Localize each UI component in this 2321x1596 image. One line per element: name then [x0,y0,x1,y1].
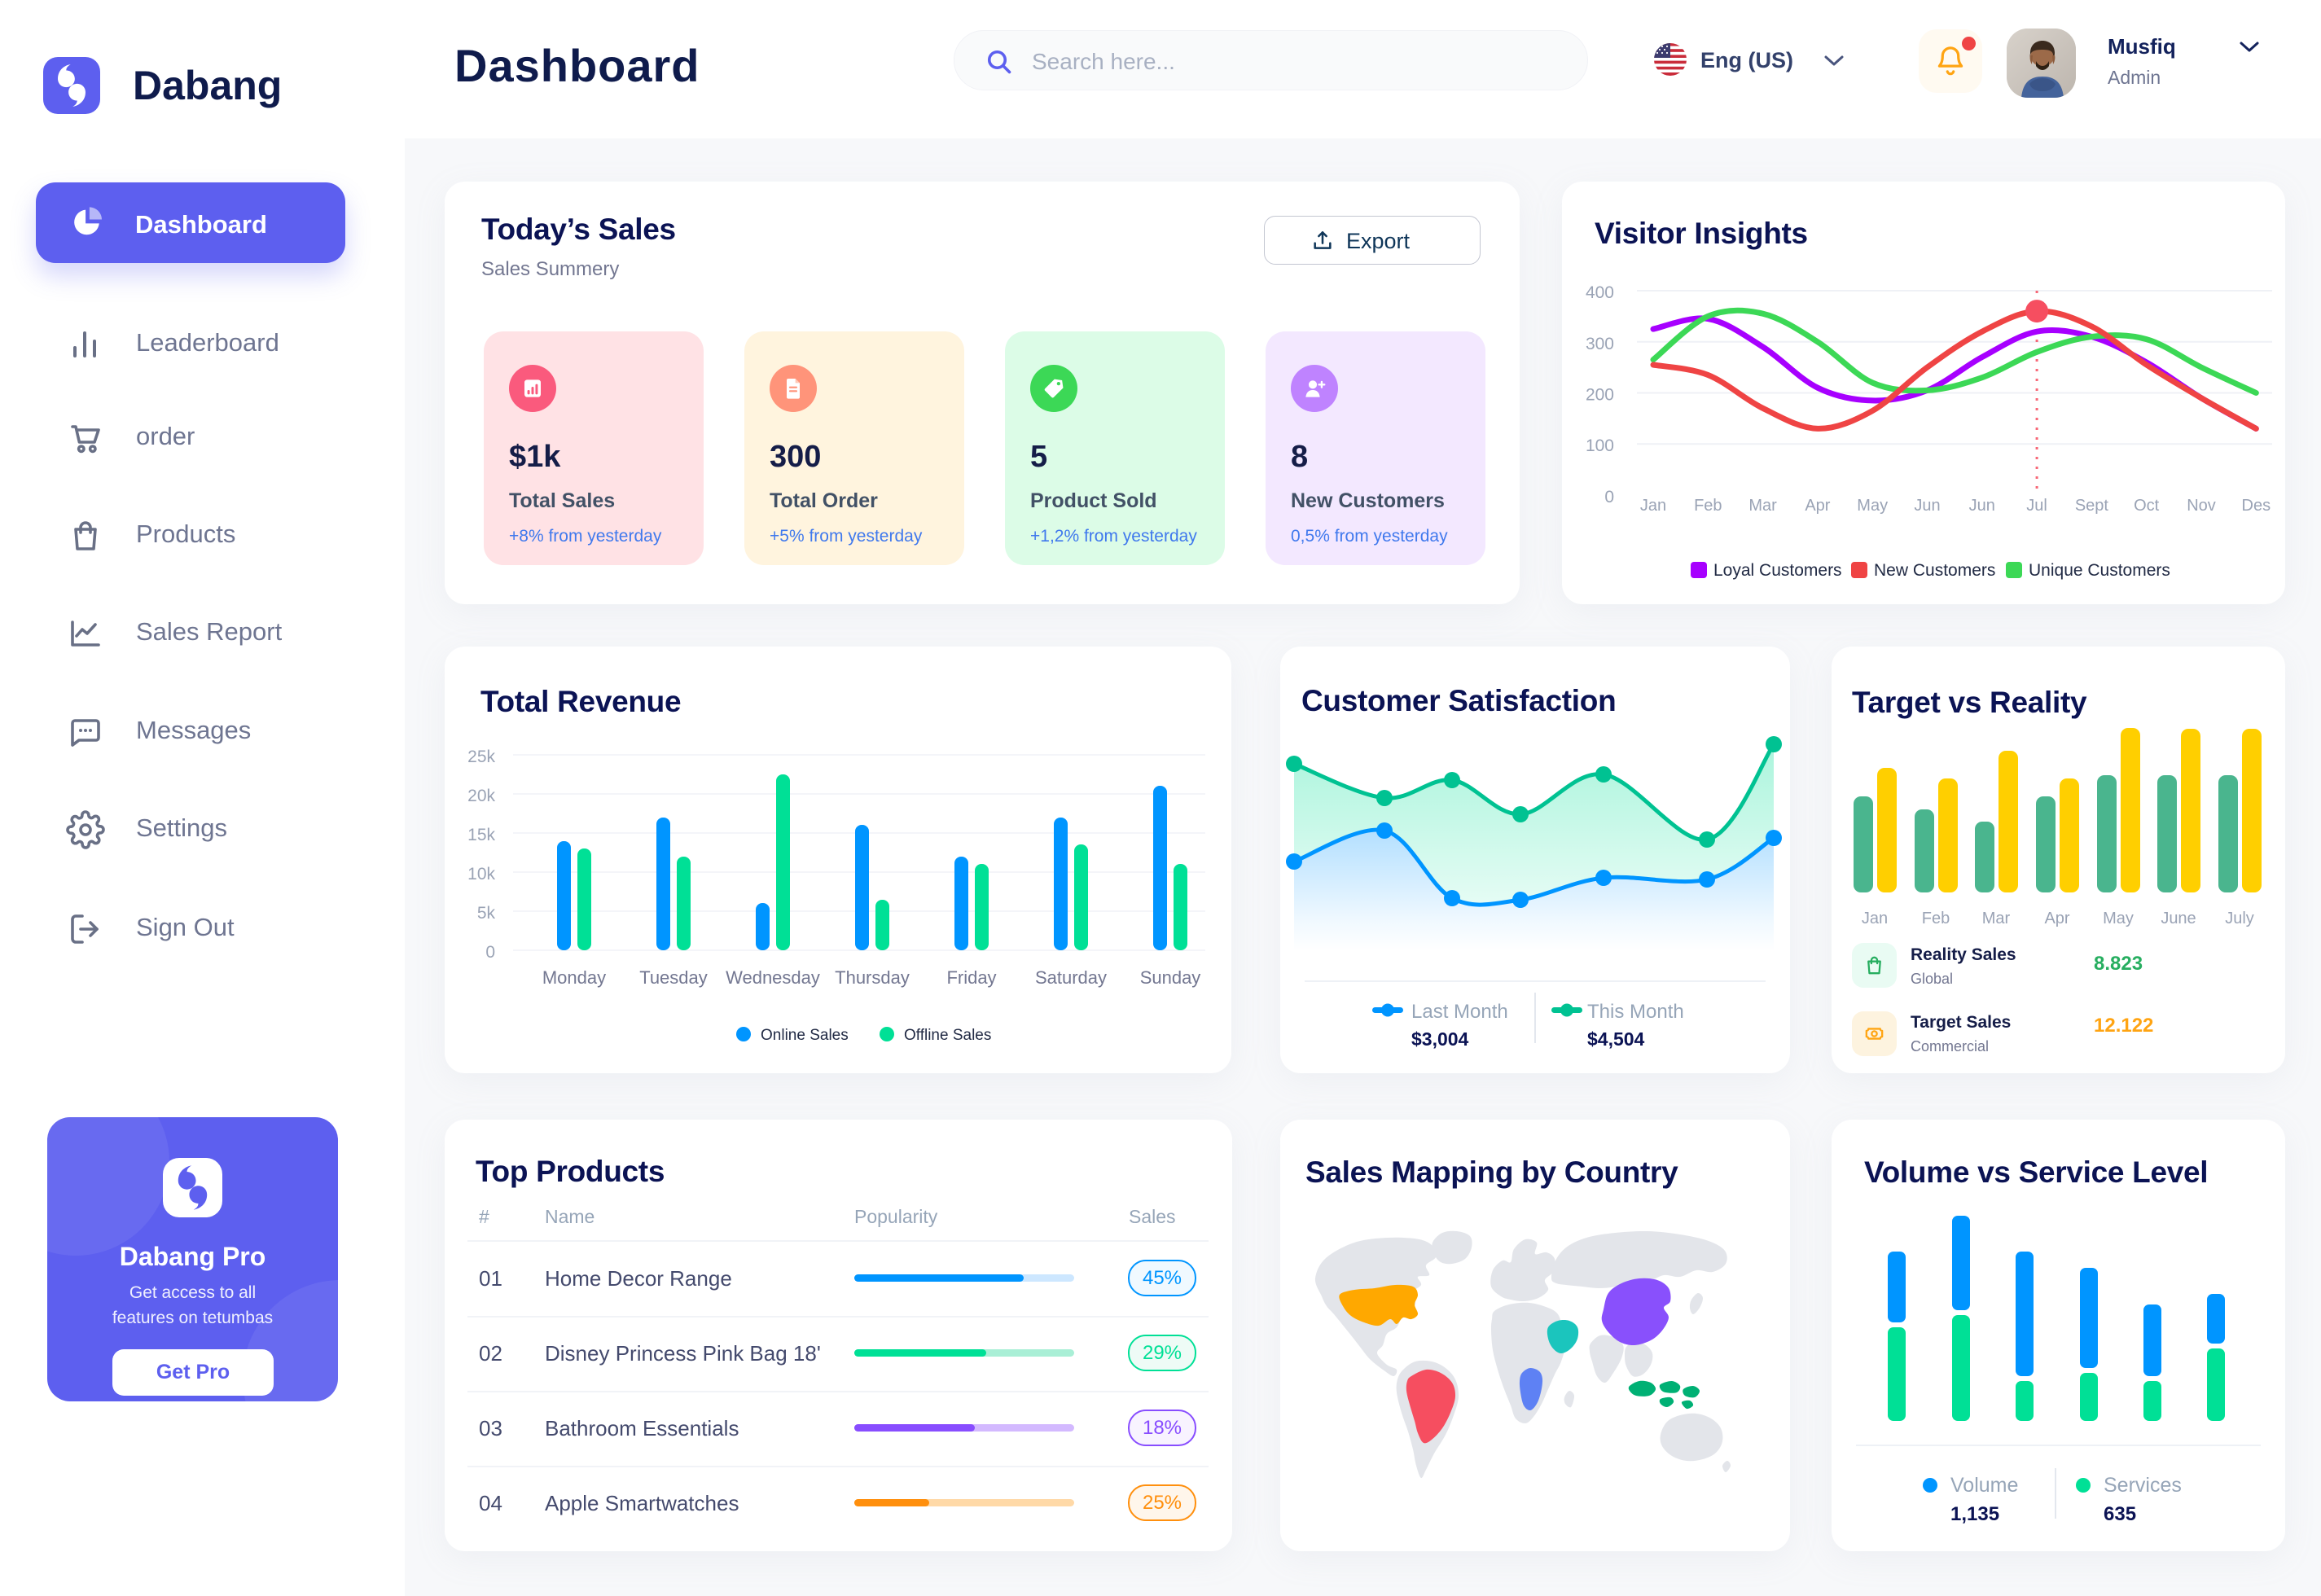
svg-text:Feb: Feb [1922,910,1950,927]
svg-text:New Customers: New Customers [1874,561,1995,580]
svg-text:5k: 5k [477,904,496,923]
svg-text:Mar: Mar [1982,910,2011,927]
svg-text:Jun: Jun [1914,497,1940,515]
svg-text:Monday: Monday [542,967,606,988]
svg-text:$4,504: $4,504 [1587,1028,1645,1050]
svg-text:Apr: Apr [2044,910,2069,927]
svg-text:Wednesday: Wednesday [726,967,820,988]
svg-text:Feb: Feb [1694,497,1722,515]
svg-text:Loyal Customers: Loyal Customers [1713,561,1842,580]
svg-text:Thursday: Thursday [835,967,910,988]
svg-text:June: June [2161,910,2196,927]
svg-text:Jul: Jul [2026,497,2047,515]
svg-text:0: 0 [1604,488,1614,506]
svg-text:25k: 25k [467,748,495,766]
svg-text:0: 0 [485,943,495,962]
svg-text:15k: 15k [467,826,495,844]
svg-text:Oct: Oct [2134,497,2160,515]
svg-text:635: 635 [2104,1503,2136,1525]
svg-text:Saturday: Saturday [1035,967,1107,988]
svg-text:July: July [2225,910,2254,927]
svg-text:Last Month: Last Month [1411,1001,1508,1023]
svg-text:Sunday: Sunday [1140,967,1201,988]
svg-text:Mar: Mar [1748,497,1777,515]
svg-text:20k: 20k [467,787,495,805]
svg-text:1,135: 1,135 [1950,1503,1999,1525]
svg-text:Online Sales: Online Sales [761,1027,849,1044]
svg-text:200: 200 [1586,386,1614,405]
svg-text:Sept: Sept [2075,497,2109,515]
svg-text:Unique Customers: Unique Customers [2029,561,2170,580]
svg-text:$3,004: $3,004 [1411,1028,1469,1050]
svg-text:400: 400 [1586,283,1614,302]
svg-text:Volume: Volume [1950,1474,2018,1497]
svg-text:10k: 10k [467,865,495,884]
svg-text:Jan: Jan [1862,910,1888,927]
svg-text:300: 300 [1586,335,1614,353]
svg-text:Friday: Friday [946,967,996,988]
svg-text:Des: Des [2242,497,2271,515]
svg-text:May: May [1857,497,1888,515]
svg-text:Tuesday: Tuesday [639,967,708,988]
svg-text:Services: Services [2104,1474,2182,1497]
svg-text:Jan: Jan [1640,497,1666,515]
svg-text:This Month: This Month [1587,1001,1684,1023]
svg-text:Nov: Nov [2187,497,2216,515]
svg-text:Apr: Apr [1805,497,1830,515]
svg-text:Offline Sales: Offline Sales [904,1027,991,1044]
svg-text:100: 100 [1586,436,1614,455]
svg-text:Jun: Jun [1969,497,1995,515]
svg-text:May: May [2103,910,2134,927]
